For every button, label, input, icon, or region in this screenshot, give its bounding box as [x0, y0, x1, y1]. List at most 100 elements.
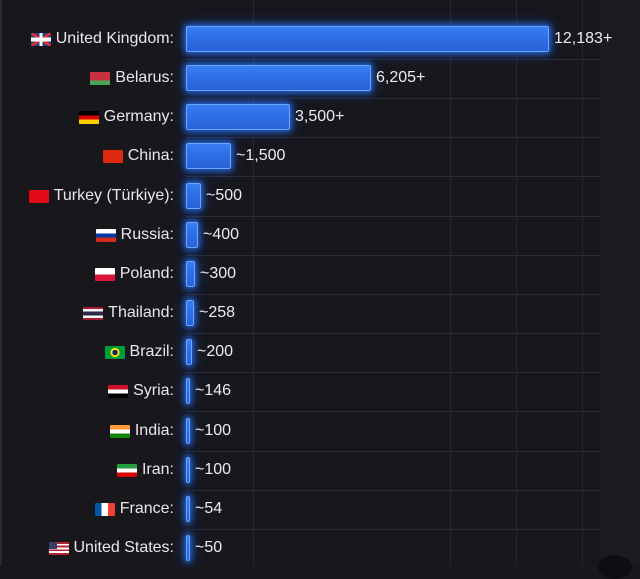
- country-label: India:: [134, 422, 174, 439]
- country-label-group: Iran:: [116, 455, 174, 485]
- value-label: 12,183+: [554, 30, 613, 47]
- value-label: ~258: [199, 304, 236, 321]
- chart-row: Iran: ~100: [0, 455, 640, 485]
- grid-line-horizontal: [186, 490, 600, 491]
- uk-flag-icon: [30, 32, 51, 46]
- country-label-group: France:: [94, 494, 174, 524]
- country-label: United States:: [73, 539, 175, 556]
- belarus-flag-icon: [90, 71, 111, 85]
- data-bar: [186, 535, 190, 561]
- chart-row: France: ~54: [0, 494, 640, 524]
- grid-line-horizontal: [186, 98, 600, 99]
- country-label: United Kingdom:: [55, 30, 174, 47]
- data-bar: [186, 65, 371, 91]
- grid-line-vertical: [516, 0, 517, 565]
- right-margin-band: [600, 0, 640, 565]
- data-bar: [186, 418, 190, 444]
- chart-row: Belarus: 6,205+: [0, 63, 640, 93]
- usa-flag-icon: [48, 541, 69, 555]
- chart-row: Thailand: ~258: [0, 298, 640, 328]
- value-label: ~400: [203, 226, 240, 243]
- chart-row: Turkey (Türkiye): ~500: [0, 181, 640, 211]
- country-label: Belarus:: [115, 69, 174, 86]
- data-bar: [186, 143, 231, 169]
- data-bar: [186, 104, 290, 130]
- country-label-group: China:: [102, 141, 174, 171]
- brazil-flag-icon: [104, 345, 125, 359]
- grid-line-vertical: [450, 0, 451, 565]
- data-bar: [186, 261, 195, 287]
- value-label: ~50: [195, 539, 223, 556]
- grid-line-horizontal: [186, 333, 600, 334]
- value-label: 3,500+: [295, 108, 345, 125]
- iran-flag-icon: [116, 463, 137, 477]
- value-label: ~54: [195, 500, 223, 517]
- india-flag-icon: [109, 424, 130, 438]
- data-bar: [186, 457, 190, 483]
- data-bar: [186, 183, 201, 209]
- country-label-group: Poland:: [94, 259, 174, 289]
- france-flag-icon: [94, 502, 115, 516]
- country-label-group: Syria:: [108, 376, 174, 406]
- chart-row: Syria: ~146: [0, 376, 640, 406]
- data-bar: [186, 26, 549, 52]
- russia-flag-icon: [95, 228, 116, 242]
- country-label: Turkey (Türkiye):: [53, 187, 174, 204]
- value-label: ~100: [195, 422, 232, 439]
- country-label: Syria:: [133, 382, 174, 399]
- value-label: ~1,500: [236, 147, 286, 164]
- country-label-group: Germany:: [78, 102, 174, 132]
- grid-line-horizontal: [186, 411, 600, 412]
- grid-line-horizontal: [186, 255, 600, 256]
- country-label-group: India:: [109, 416, 174, 446]
- value-label: ~100: [195, 461, 232, 478]
- chart-row: Brazil: ~200: [0, 337, 640, 367]
- data-bar: [186, 339, 192, 365]
- grid-line-horizontal: [186, 176, 600, 177]
- data-bar: [186, 496, 190, 522]
- grid-line-vertical: [582, 0, 583, 565]
- chart-row: Germany: 3,500+: [0, 102, 640, 132]
- value-label: 6,205+: [376, 69, 426, 86]
- thailand-flag-icon: [83, 306, 104, 320]
- grid-line-horizontal: [186, 529, 600, 530]
- left-border: [0, 0, 2, 565]
- country-label: China:: [127, 147, 174, 164]
- china-flag-icon: [102, 149, 123, 163]
- country-label-group: Thailand:: [83, 298, 174, 328]
- country-label: Iran:: [141, 461, 174, 478]
- grid-line-vertical: [253, 0, 254, 565]
- country-label-group: Brazil:: [104, 337, 174, 367]
- value-label: ~300: [200, 265, 237, 282]
- country-label: Brazil:: [129, 343, 174, 360]
- value-label: ~200: [197, 343, 234, 360]
- syria-flag-icon: [108, 384, 129, 398]
- chart-row: China: ~1,500: [0, 141, 640, 171]
- chart-row: United States: ~50: [0, 533, 640, 563]
- data-bar: [186, 222, 198, 248]
- data-bar: [186, 378, 190, 404]
- country-label: Poland:: [119, 265, 174, 282]
- value-label: ~146: [195, 382, 232, 399]
- grid-line-horizontal: [186, 451, 600, 452]
- germany-flag-icon: [78, 110, 99, 124]
- country-label-group: Belarus:: [90, 63, 174, 93]
- country-label: France:: [119, 500, 174, 517]
- chart-row: Poland: ~300: [0, 259, 640, 289]
- data-bar: [186, 300, 194, 326]
- country-label: Russia:: [120, 226, 174, 243]
- value-label: ~500: [206, 187, 243, 204]
- grid-line-horizontal: [186, 137, 600, 138]
- country-label: Germany:: [103, 108, 174, 125]
- poland-flag-icon: [94, 267, 115, 281]
- grid-line-horizontal: [186, 372, 600, 373]
- turkey-flag-icon: [28, 189, 49, 203]
- country-label-group: Turkey (Türkiye):: [28, 181, 174, 211]
- chart-row: India: ~100: [0, 416, 640, 446]
- chart-row: United Kingdom: 12,183+: [0, 24, 640, 54]
- country-label: Thailand:: [108, 304, 174, 321]
- grid-line-horizontal: [186, 59, 600, 60]
- chart-row: Russia: ~400: [0, 220, 640, 250]
- grid-line-horizontal: [186, 216, 600, 217]
- country-label-group: United Kingdom:: [30, 24, 174, 54]
